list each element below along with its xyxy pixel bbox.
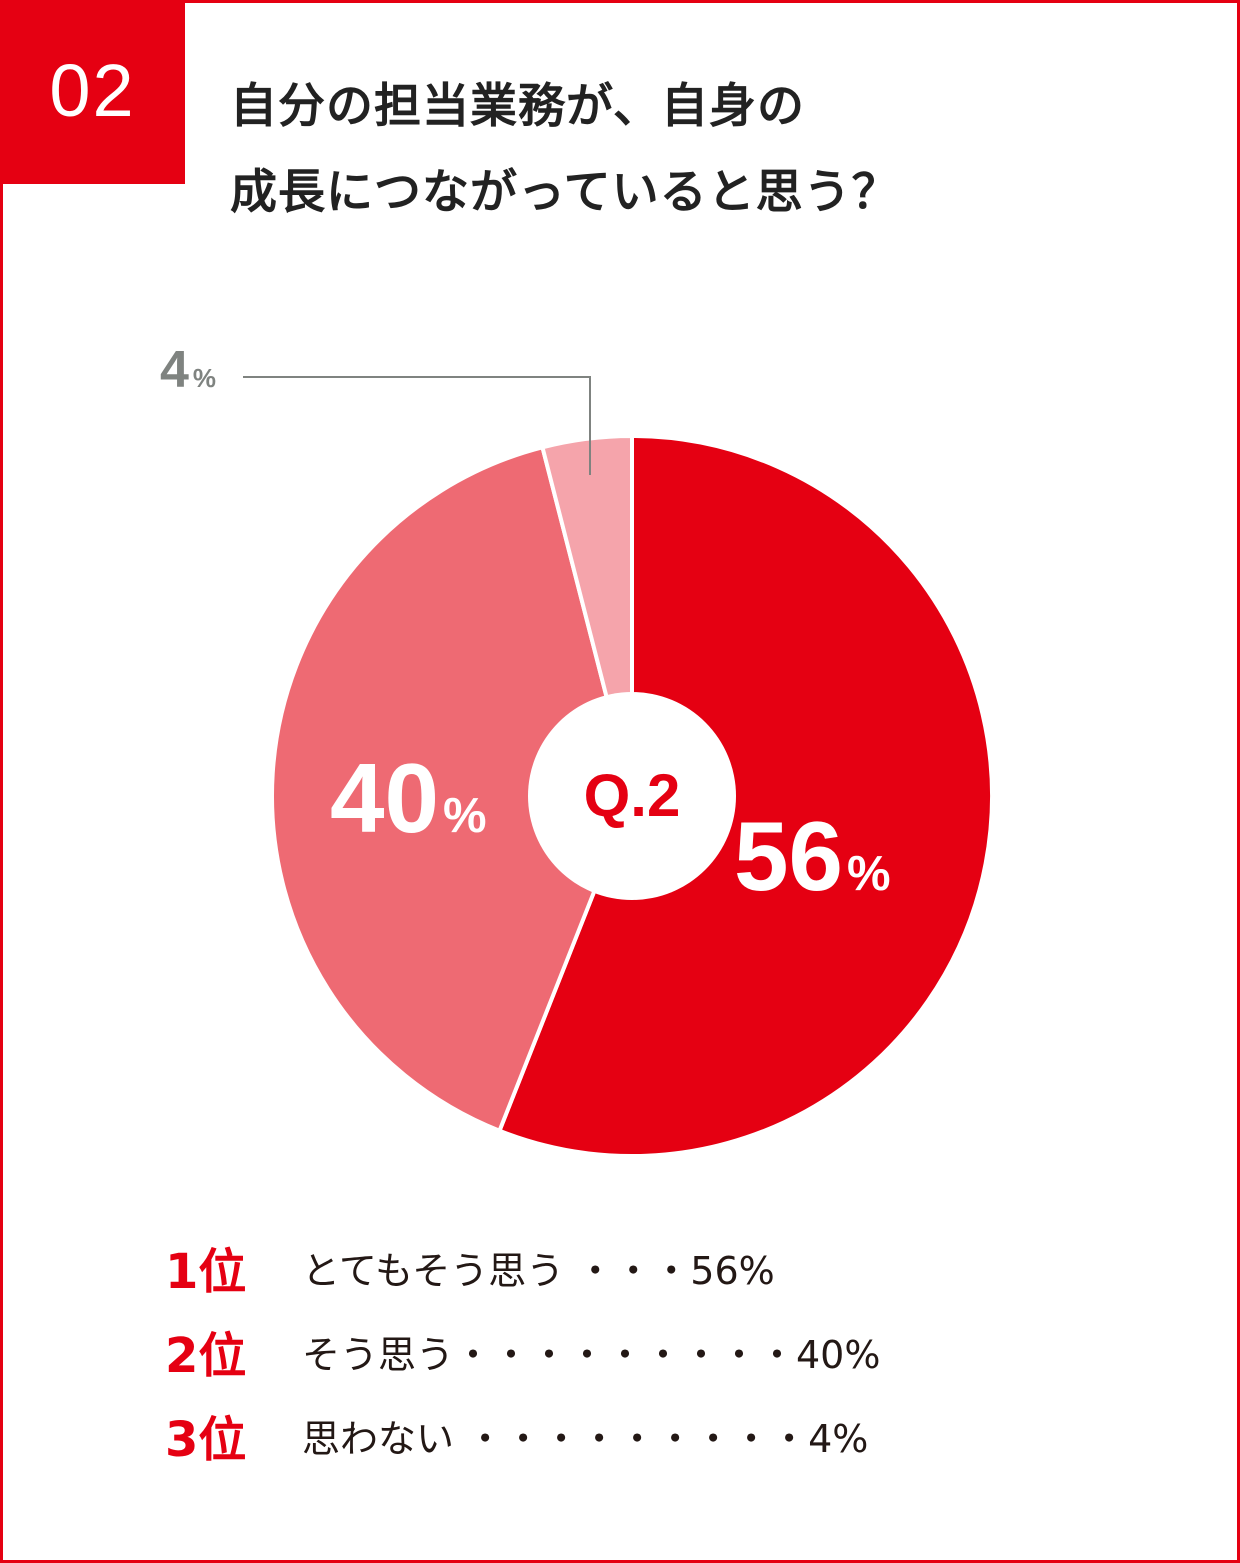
- rank-text: とてもそう思う ・・・56%: [302, 1248, 775, 1293]
- slice-label-56: 56%: [734, 800, 891, 913]
- ranking-item: 2位 そう思う・・・・・・・・・40%: [165, 1309, 880, 1393]
- pie-slice: [496, 433, 994, 1158]
- ranking-list: 1位 とてもそう思う ・・・56% 2位 そう思う・・・・・・・・・40% 3位…: [165, 1225, 880, 1477]
- title-line-2: 成長につながっていると思う？: [230, 165, 900, 220]
- slice-label-40: 40%: [330, 742, 487, 855]
- title-line-1: 自分の担当業務が、自身の: [230, 79, 806, 134]
- slice-label-4: 4%: [160, 340, 216, 400]
- rank-number: 3位: [165, 1412, 247, 1468]
- slice-value: 56: [734, 801, 844, 911]
- rank-text: そう思う・・・・・・・・・40%: [302, 1332, 881, 1377]
- rank-number: 2位: [165, 1328, 247, 1384]
- ranking-item: 3位 思わない ・・・・・・・・・4%: [165, 1393, 880, 1477]
- slice-value: 4: [160, 341, 189, 399]
- pie-slice: [270, 444, 635, 1134]
- rank-text: 思わない ・・・・・・・・・4%: [302, 1416, 869, 1461]
- slice-unit: %: [443, 789, 487, 843]
- center-label: Q.2: [583, 761, 681, 829]
- ranking-item: 1位 とてもそう思う ・・・56%: [165, 1225, 880, 1309]
- question-number-badge: 02: [0, 0, 185, 184]
- slice-unit: %: [847, 847, 891, 901]
- rank-number: 1位: [165, 1244, 247, 1300]
- question-title: 自分の担当業務が、自身の 成長につながっていると思う？: [230, 64, 900, 236]
- callout-leader-line: [243, 376, 591, 475]
- slice-value: 40: [330, 743, 440, 853]
- slice-unit: %: [192, 363, 217, 393]
- center-hole: [528, 692, 736, 900]
